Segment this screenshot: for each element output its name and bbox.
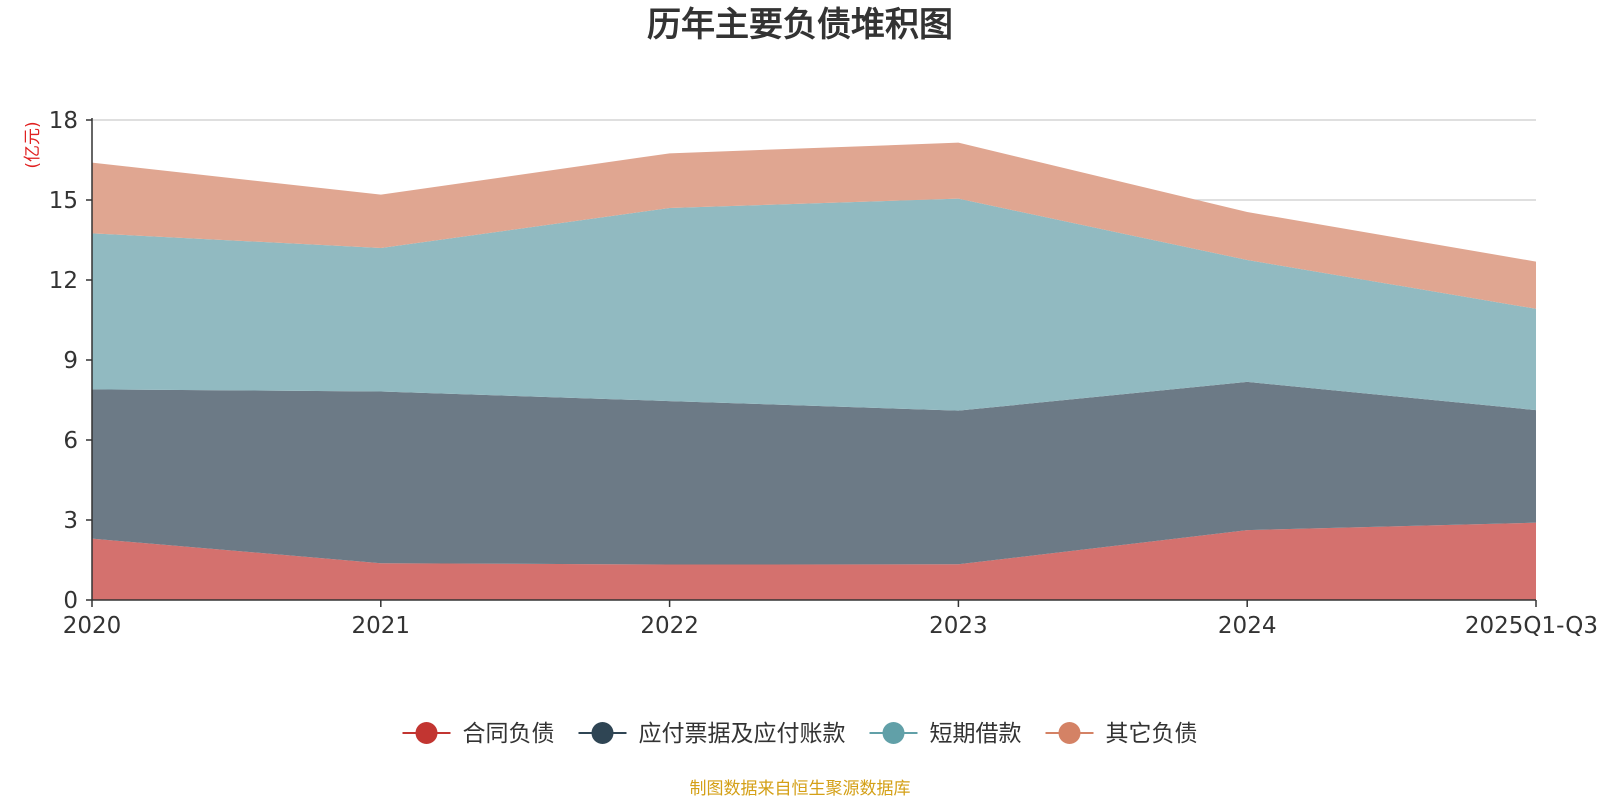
data-source-note: 制图数据来自恒生聚源数据库 (690, 779, 911, 799)
chart-title: 历年主要负债堆积图 (647, 5, 953, 45)
area-series (92, 142, 1536, 600)
legend-item-3[interactable]: 短期借款 (869, 721, 1022, 747)
area-4[interactable] (92, 142, 1536, 309)
y-tick-label-6: 18 (49, 108, 78, 134)
y-tick-label-4: 12 (49, 268, 78, 294)
legend-label-1: 合同负债 (463, 721, 555, 747)
y-tick-label-2: 6 (63, 428, 78, 454)
area-3[interactable] (92, 198, 1536, 411)
legend-marker-3 (882, 722, 905, 744)
legend-marker-2 (591, 722, 614, 744)
y-tick-label-1: 3 (63, 508, 78, 534)
legend-marker-4 (1058, 722, 1081, 744)
area-2[interactable] (92, 381, 1536, 565)
x-tick-label-2: 2022 (640, 613, 699, 639)
x-tick-label-0: 2020 (63, 613, 122, 639)
legend[interactable]: 合同负债 应付票据及应付账款 短期借款 其它负债 (402, 721, 1198, 747)
x-tick-label-1: 2021 (352, 613, 411, 639)
legend-item-1[interactable]: 合同负债 (402, 721, 555, 747)
legend-item-4[interactable]: 其它负债 (1045, 721, 1198, 747)
x-tick-label-5: 2025Q1-Q3 (1465, 613, 1598, 639)
legend-item-2[interactable]: 应付票据及应付账款 (578, 721, 846, 747)
legend-label-4: 其它负债 (1106, 721, 1198, 747)
legend-label-2: 应付票据及应付账款 (639, 721, 846, 747)
y-tick-label-0: 0 (63, 588, 78, 614)
y-axis-unit: (亿元) (23, 121, 43, 168)
area-1[interactable] (92, 522, 1536, 600)
axes: 0 3 6 9 12 15 18 2020 2021 2022 2023 2024 2025Q1-Q3 (49, 108, 1598, 639)
legend-label-3: 短期借款 (930, 721, 1022, 747)
legend-marker-1 (415, 722, 438, 744)
x-tick-label-3: 2023 (929, 613, 988, 639)
y-tick-label-3: 9 (63, 348, 78, 374)
y-tick-label-5: 15 (49, 188, 78, 214)
x-tick-label-4: 2024 (1218, 613, 1277, 639)
